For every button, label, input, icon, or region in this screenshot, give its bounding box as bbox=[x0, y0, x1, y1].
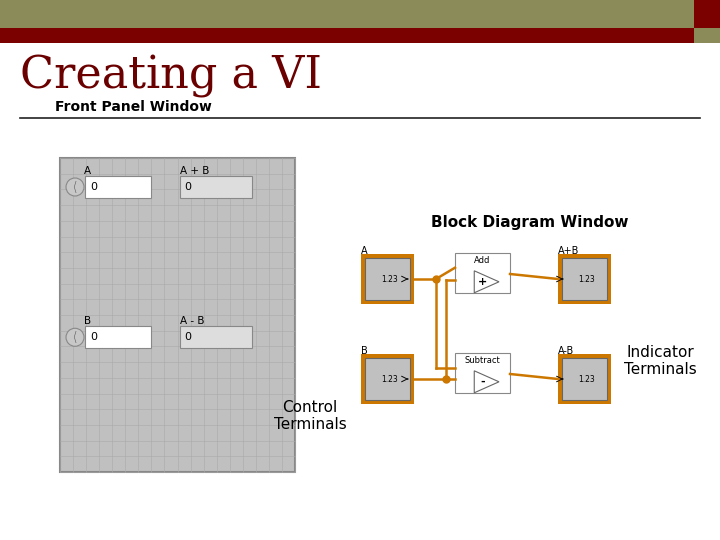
Text: Indicator
Terminals: Indicator Terminals bbox=[624, 345, 696, 377]
Bar bbox=[0, 0, 720, 28]
Text: Control
Terminals: Control Terminals bbox=[274, 400, 346, 433]
Bar bbox=[562, 258, 607, 300]
Bar bbox=[694, 0, 720, 28]
Circle shape bbox=[66, 328, 84, 346]
Text: A: A bbox=[84, 166, 91, 176]
Bar bbox=[558, 354, 611, 404]
Text: A + B: A + B bbox=[179, 166, 209, 176]
Text: A - B: A - B bbox=[179, 316, 204, 326]
Bar bbox=[365, 358, 410, 400]
Text: 1.23: 1.23 bbox=[578, 375, 595, 383]
Text: 0: 0 bbox=[90, 182, 97, 192]
Text: 0: 0 bbox=[184, 182, 192, 192]
Bar bbox=[60, 158, 295, 472]
Text: +: + bbox=[478, 277, 487, 287]
Bar bbox=[179, 326, 251, 348]
Text: Subtract: Subtract bbox=[464, 356, 500, 365]
Bar bbox=[562, 358, 607, 400]
Text: 0: 0 bbox=[184, 332, 192, 342]
Bar bbox=[85, 176, 151, 198]
Text: B: B bbox=[361, 346, 368, 356]
Text: Add: Add bbox=[474, 256, 491, 265]
Text: Block Diagram Window: Block Diagram Window bbox=[431, 215, 629, 230]
Text: 1.23: 1.23 bbox=[578, 274, 595, 284]
Text: 1.23: 1.23 bbox=[382, 375, 398, 383]
Text: Creating a VI: Creating a VI bbox=[20, 55, 322, 98]
Bar bbox=[455, 353, 510, 393]
Circle shape bbox=[66, 178, 84, 196]
Bar bbox=[361, 354, 414, 404]
Bar bbox=[558, 254, 611, 304]
Text: /: / bbox=[74, 331, 76, 338]
Text: B: B bbox=[84, 316, 91, 326]
Bar bbox=[0, 28, 720, 43]
Text: -: - bbox=[481, 377, 485, 387]
Bar bbox=[361, 254, 414, 304]
Text: \: \ bbox=[74, 338, 76, 343]
Text: A+B: A+B bbox=[558, 246, 580, 256]
Bar bbox=[85, 326, 151, 348]
Text: A-B: A-B bbox=[558, 346, 575, 356]
Polygon shape bbox=[474, 371, 499, 393]
Text: Front Panel Window: Front Panel Window bbox=[55, 100, 212, 114]
Bar bbox=[365, 258, 410, 300]
Text: A: A bbox=[361, 246, 368, 256]
Bar bbox=[694, 28, 720, 43]
Polygon shape bbox=[474, 271, 499, 293]
Text: 1.23: 1.23 bbox=[382, 274, 398, 284]
Text: /: / bbox=[74, 181, 76, 187]
Text: \: \ bbox=[74, 187, 76, 193]
Bar bbox=[455, 253, 510, 293]
Bar bbox=[179, 176, 251, 198]
Text: 0: 0 bbox=[90, 332, 97, 342]
